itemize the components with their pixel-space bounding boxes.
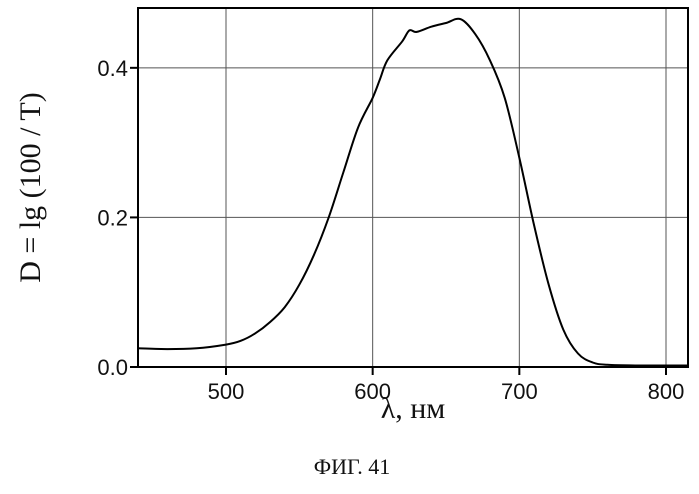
figure-caption: ФИГ. 41	[314, 454, 391, 479]
x-axis-label: λ, нм	[381, 392, 446, 425]
grid	[138, 8, 688, 367]
axis-ticks: 5006007008000.00.20.4	[97, 56, 684, 404]
x-tick-label: 700	[501, 379, 538, 404]
series-line	[138, 19, 688, 366]
y-tick-label: 0.2	[97, 205, 128, 230]
y-tick-label: 0.0	[97, 355, 128, 380]
x-tick-label: 800	[648, 379, 685, 404]
y-axis-label: D = lg (100 / T)	[14, 92, 47, 283]
plot-frame	[138, 8, 688, 367]
y-tick-label: 0.4	[97, 56, 128, 81]
x-tick-label: 500	[208, 379, 245, 404]
